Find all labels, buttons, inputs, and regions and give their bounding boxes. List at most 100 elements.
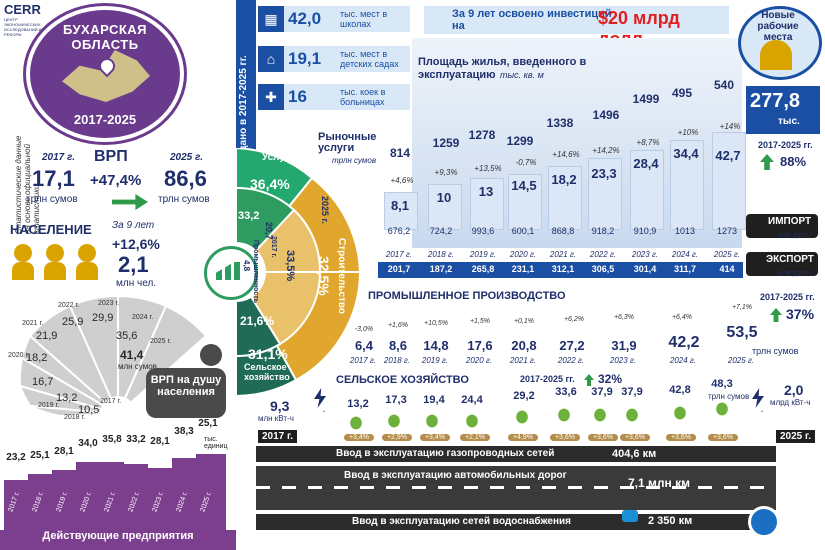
services-bar: [508, 174, 542, 230]
roads-label: Ввод в эксплуатацию автомобильных дорог: [344, 470, 567, 481]
services-bar: [670, 140, 704, 230]
hospital-label: тыс. коек в больницах: [340, 87, 386, 107]
industry-year-2020: 2020 г.: [465, 356, 493, 365]
investment-box: За 9 лет освоено инвестиций на $20 млрд …: [424, 6, 729, 49]
market-services-unit: трлн сумов: [332, 156, 377, 165]
agriculture-pct-8: +3,6%: [620, 434, 650, 441]
agriculture-period: 2017-2025 гг.: [520, 374, 575, 384]
wheat-icon: [590, 404, 610, 426]
wheat-icon: [712, 398, 732, 420]
gpc-year-2018: 2018 г.: [64, 414, 86, 421]
industry-year-2025: 2025 г.: [727, 356, 755, 365]
worker-icon: [760, 40, 792, 70]
industry-growth: 37%: [786, 306, 815, 322]
logo-name: CERR: [4, 2, 41, 17]
import-value-2023: 910,9: [633, 226, 657, 236]
hospital-bed-icon: ✚: [258, 84, 284, 110]
region-title: БУХАРСКАЯ ОБЛАСТЬ: [62, 22, 148, 52]
services-value-2021: 18,2: [551, 172, 577, 187]
industry-value-2023: 31,9: [611, 338, 637, 353]
slice-industry-2025: 33,5%: [284, 250, 296, 282]
import-value-2024: 1013: [674, 226, 696, 236]
industry-value-2018: 8,6: [388, 338, 408, 353]
industry-value-2017: 6,4: [354, 338, 374, 353]
industry-value-2024: 42,2: [668, 334, 700, 351]
agriculture-value-10: 48,3: [711, 378, 733, 390]
agriculture-value-5: 29,2: [513, 390, 535, 402]
industry-pct-2023: +6,3%: [613, 314, 635, 321]
grp-growth: +47,4%: [90, 172, 142, 189]
export-value-2019: 265,8: [471, 264, 495, 274]
gpc-unit: млн сумов: [118, 362, 157, 371]
kindergarten-value: 19,1: [288, 49, 322, 68]
export-value-2020: 231,1: [511, 264, 535, 274]
export-unit: млн долл.: [778, 270, 811, 277]
grp-value-2025: 86,6: [164, 166, 207, 191]
housing-value-2023: 1499: [632, 92, 660, 106]
services-growth-2017: +4,6%: [390, 176, 414, 185]
water-value: 2 350 км: [648, 515, 693, 527]
export-value-2021: 312,1: [551, 264, 575, 274]
gpc-value-2025: 41,4: [120, 348, 144, 362]
industry-year-2021: 2021 г.: [509, 356, 537, 365]
gpc-year-2017: 2017 г.: [100, 398, 122, 405]
jobs-growth: 88%: [780, 154, 807, 169]
agriculture-pct-4: +2,1%: [460, 434, 490, 441]
grp-per-capita-fan: [0, 294, 236, 432]
housing-unit: тыс. кв. м: [500, 70, 544, 80]
slice-construction-label: Строительство: [336, 238, 347, 315]
cerr-logo: CERR ЦЕНТР ЭКОНОМИЧЕСКИХ ИССЛЕДОВАНИЙ И …: [4, 2, 46, 37]
wheat-icon: [346, 412, 366, 434]
export-value-2018: 187,2: [429, 264, 453, 274]
services-bar: [630, 150, 664, 230]
industry-pct-2019: +10,5%: [424, 320, 448, 327]
schools-value: 42,0: [288, 9, 322, 28]
energy-left-unit: млн кВт-ч: [258, 414, 294, 423]
services-value-2023: 28,4: [633, 156, 659, 171]
industry-year-2023: 2023 г.: [609, 356, 637, 365]
gpc-person-badge: [146, 368, 226, 418]
region-years: 2017-2025: [73, 112, 137, 127]
import-value-2025: 1273: [716, 226, 738, 236]
services-growth-2021: +14,6%: [552, 150, 580, 159]
agriculture-unit: трлн сумов: [708, 392, 750, 401]
population-unit: млн чел.: [116, 278, 157, 289]
people-icon: [12, 244, 102, 280]
enterprises-chart: [0, 420, 236, 550]
enterprise-value-2025: 25,1: [198, 418, 218, 429]
services-growth-2020: -0,7%: [515, 158, 537, 167]
industry-value-2022: 27,2: [559, 338, 585, 353]
schools-label: тыс. мест в школах: [340, 9, 388, 29]
industry-value-2020: 17,6: [467, 338, 493, 353]
jobs-value: 277,8: [750, 90, 801, 112]
agriculture-pct-2: +2,9%: [382, 434, 412, 441]
services-growth-2023: +8,7%: [636, 138, 660, 147]
agriculture-value-9: 42,8: [669, 384, 691, 396]
housing-value-2017: 814: [389, 146, 411, 160]
services-growth-2018: +9,3%: [434, 168, 458, 177]
slice-agriculture-2017: 21,6%: [240, 314, 275, 328]
roads-value: 7,1 млн км: [628, 476, 690, 490]
import-label: ИМПОРТ: [768, 216, 812, 227]
slice-services-2017: 33,2: [238, 210, 260, 222]
school-icon: ▦: [258, 6, 284, 32]
import-value-2017: 676,2: [387, 226, 411, 236]
wheat-icon: [422, 410, 442, 432]
slice-industry-2017: 20,7: [264, 222, 274, 240]
enterprise-value-2020: 34,0: [78, 438, 98, 449]
grp-label: ВРП: [94, 148, 128, 165]
housing-value-2018: 1259: [432, 136, 460, 150]
services-growth-2024: +10%: [677, 128, 699, 137]
export-value-2023: 301,4: [633, 264, 657, 274]
gpc-value-2017: 10,5: [78, 404, 100, 416]
water-label: Ввод в эксплуатацию сетей водоснабжения: [352, 516, 571, 527]
enterprise-value-2018: 25,1: [30, 450, 50, 461]
export-label: ЭКСПОРТ: [766, 254, 814, 265]
jobs-unit: тыс.: [778, 116, 800, 127]
agriculture-pct-10: +3,6%: [708, 434, 738, 441]
wheat-icon: [512, 406, 532, 428]
industry-year-2022: 2022 г.: [557, 356, 585, 365]
industry-pct-2025: +7,1%: [731, 304, 753, 311]
import-unit: млн долл.: [778, 232, 811, 239]
arrow-up-icon: [760, 154, 774, 170]
